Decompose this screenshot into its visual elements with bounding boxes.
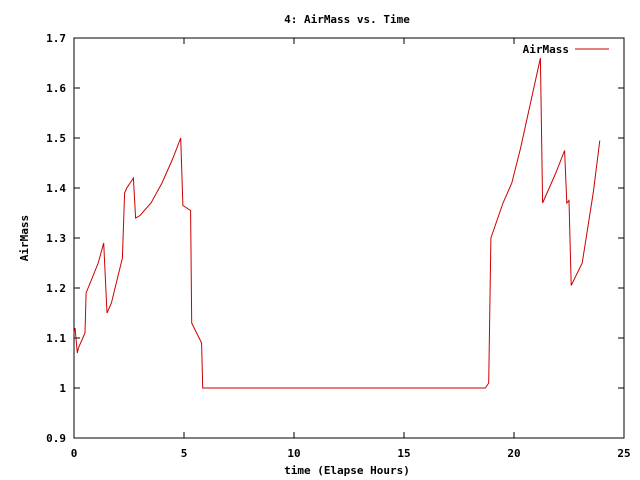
y-tick-labels: 0.9 1 1.1 1.2 1.3 1.4 1.5 1.6 1.7 — [46, 32, 66, 445]
chart-title: 4: AirMass vs. Time — [284, 13, 410, 26]
y-axis-label: AirMass — [18, 215, 31, 261]
y-tick-label: 0.9 — [46, 432, 66, 445]
y-tick-label: 1.6 — [46, 82, 66, 95]
axis-ticks — [73, 37, 625, 439]
x-tick-label: 10 — [287, 447, 300, 460]
y-tick-label: 1.5 — [46, 132, 66, 145]
series-line-airmass — [73, 57, 601, 389]
y-tick-label: 1 — [59, 382, 66, 395]
series-lines — [73, 57, 601, 389]
legend-label: AirMass — [523, 43, 569, 56]
x-tick-labels: 0 5 10 15 20 25 — [71, 447, 631, 460]
x-tick-label: 25 — [617, 447, 630, 460]
y-tick-label: 1.1 — [46, 332, 66, 345]
legend: AirMass — [523, 43, 609, 56]
x-axis-label: time (Elapse Hours) — [284, 464, 410, 477]
x-tick-label: 0 — [71, 447, 78, 460]
y-tick-label: 1.2 — [46, 282, 66, 295]
x-tick-label: 20 — [507, 447, 520, 460]
y-tick-label: 1.7 — [46, 32, 66, 45]
x-tick-label: 15 — [397, 447, 410, 460]
x-tick-label: 5 — [181, 447, 188, 460]
y-tick-label: 1.4 — [46, 182, 66, 195]
y-tick-label: 1.3 — [46, 232, 66, 245]
